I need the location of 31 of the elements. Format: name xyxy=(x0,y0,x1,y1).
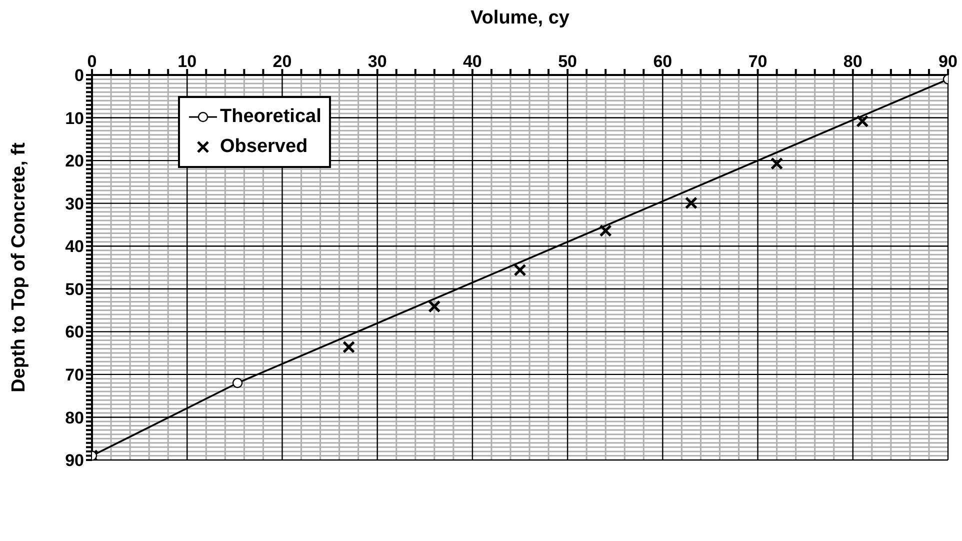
y-tick-label: 0 xyxy=(74,66,84,86)
x-tick-label: 70 xyxy=(748,52,768,71)
point xyxy=(770,157,784,170)
x-tick-label: 30 xyxy=(368,52,387,71)
x-tick-label: 20 xyxy=(272,52,292,71)
y-axis-title: Depth to Top of Concrete, ft xyxy=(8,142,30,392)
point xyxy=(684,196,698,210)
x-axis-title: Volume, cy xyxy=(470,7,570,28)
y-tick-label: 90 xyxy=(65,451,84,470)
y-tick-label: 50 xyxy=(65,280,84,299)
x-tick-label: 50 xyxy=(558,52,578,71)
y-tick-label: 70 xyxy=(65,365,84,384)
y-tick-label: 80 xyxy=(65,408,84,428)
legend-label: Observed xyxy=(220,136,308,158)
point xyxy=(856,114,869,128)
x-tick-label: 0 xyxy=(87,52,97,71)
y-tick-label: 30 xyxy=(65,194,84,214)
point xyxy=(342,340,356,354)
point xyxy=(428,300,441,313)
x-tick-label: 90 xyxy=(938,52,958,71)
y-tick-label: 60 xyxy=(65,322,84,342)
y-tick-label: 10 xyxy=(65,108,84,128)
point xyxy=(599,224,612,238)
x-tick-label: 40 xyxy=(462,52,482,71)
x-tick-label: 60 xyxy=(653,52,672,71)
y-tick-label: 40 xyxy=(65,237,84,256)
point xyxy=(514,264,526,276)
legend-label: Theoretical xyxy=(220,106,322,128)
x-tick-label: 80 xyxy=(843,52,862,71)
y-tick-label: 20 xyxy=(65,152,84,171)
x-tick-label: 10 xyxy=(178,52,197,71)
